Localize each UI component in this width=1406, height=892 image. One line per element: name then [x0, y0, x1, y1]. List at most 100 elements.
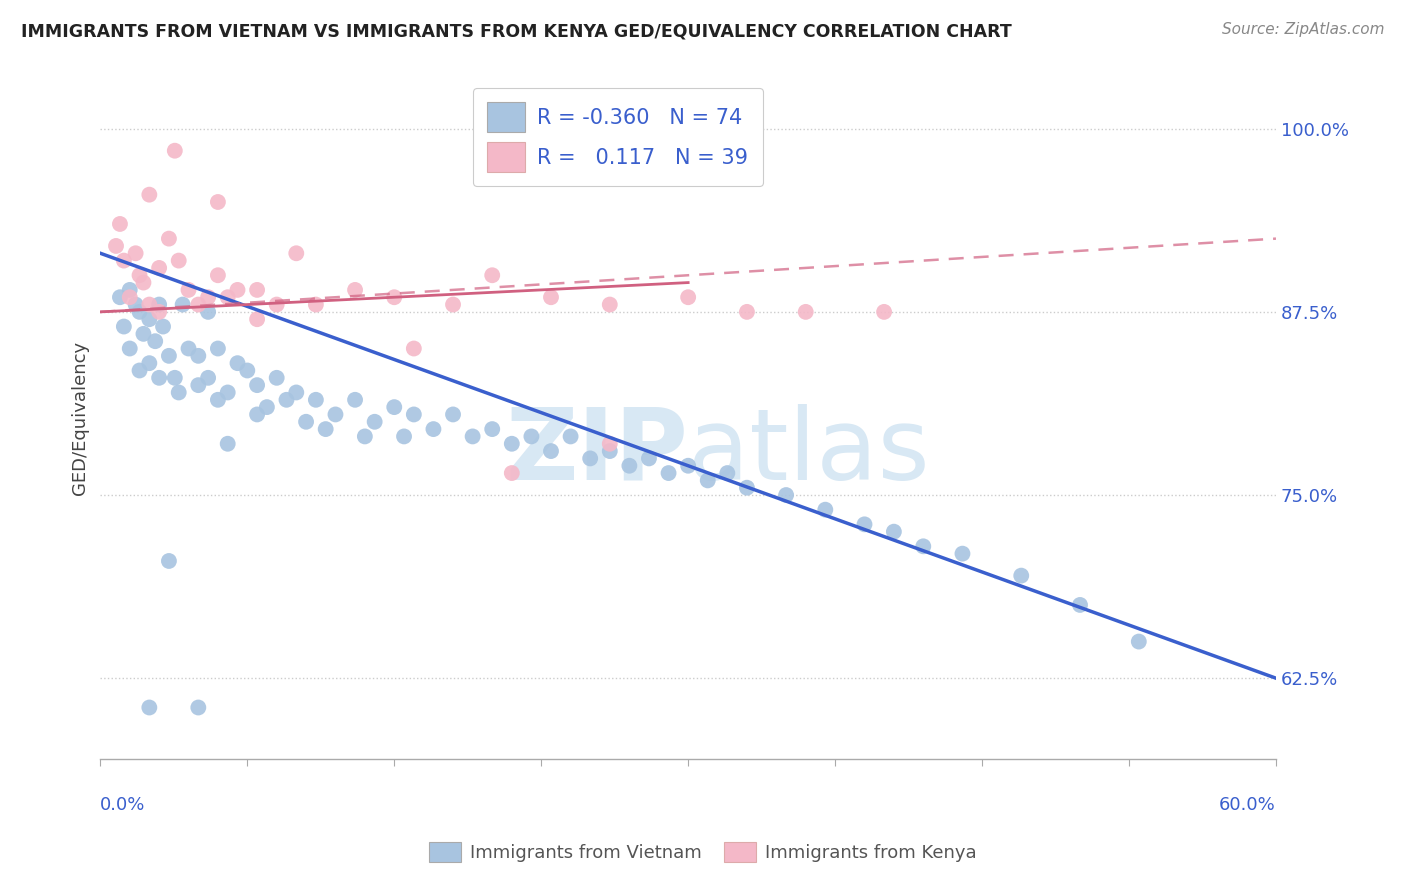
Point [226, 356, 249, 370]
Point [112, 253, 135, 268]
Point [148, 305, 170, 319]
Point [912, 539, 935, 553]
Point [152, 319, 174, 334]
Point [441, 408, 464, 422]
Point [124, 297, 146, 311]
Point [143, 334, 166, 348]
Point [344, 283, 367, 297]
Point [285, 246, 308, 260]
Text: atlas: atlas [688, 404, 929, 500]
Point [118, 283, 141, 297]
Point [217, 385, 239, 400]
Point [148, 297, 170, 311]
Point [246, 378, 269, 392]
Point [246, 283, 269, 297]
Legend: Immigrants from Vietnam, Immigrants from Kenya: Immigrants from Vietnam, Immigrants from… [422, 834, 984, 870]
Point [197, 290, 219, 304]
Point [187, 700, 209, 714]
Point [295, 415, 318, 429]
Text: IMMIGRANTS FROM VIETNAM VS IMMIGRANTS FROM KENYA GED/EQUIVALENCY CORRELATION CHA: IMMIGRANTS FROM VIETNAM VS IMMIGRANTS FR… [21, 22, 1012, 40]
Point [794, 305, 817, 319]
Point [157, 232, 180, 246]
Point [1010, 568, 1032, 582]
Point [315, 422, 337, 436]
Point [157, 349, 180, 363]
Point [128, 363, 150, 377]
Point [187, 378, 209, 392]
Point [560, 429, 582, 443]
Point [481, 268, 503, 283]
Point [207, 392, 229, 407]
Text: 60.0%: 60.0% [1219, 797, 1277, 814]
Point [138, 356, 160, 370]
Point [138, 312, 160, 326]
Point [696, 474, 718, 488]
Point [128, 305, 150, 319]
Point [138, 297, 160, 311]
Point [112, 319, 135, 334]
Legend: R = -0.360   N = 74, R =   0.117   N = 39: R = -0.360 N = 74, R = 0.117 N = 39 [472, 87, 762, 186]
Point [128, 268, 150, 283]
Point [638, 451, 661, 466]
Point [138, 700, 160, 714]
Point [392, 429, 415, 443]
Point [132, 326, 155, 341]
Point [108, 290, 131, 304]
Point [658, 466, 681, 480]
Point [246, 408, 269, 422]
Text: 0.0%: 0.0% [100, 797, 146, 814]
Point [382, 290, 405, 304]
Point [540, 290, 562, 304]
Point [256, 400, 278, 414]
Point [285, 385, 308, 400]
Point [619, 458, 641, 473]
Point [422, 422, 444, 436]
Point [226, 283, 249, 297]
Point [197, 305, 219, 319]
Y-axis label: GED/Equivalency: GED/Equivalency [72, 341, 89, 495]
Point [501, 466, 523, 480]
Point [883, 524, 905, 539]
Point [118, 342, 141, 356]
Point [501, 436, 523, 450]
Point [775, 488, 797, 502]
Point [132, 276, 155, 290]
Point [157, 554, 180, 568]
Point [163, 144, 186, 158]
Point [599, 444, 621, 458]
Point [441, 297, 464, 311]
Point [716, 466, 738, 480]
Point [217, 436, 239, 450]
Point [461, 429, 484, 443]
Point [325, 408, 347, 422]
Point [599, 436, 621, 450]
Point [108, 217, 131, 231]
Point [402, 342, 425, 356]
Point [177, 283, 200, 297]
Point [167, 385, 190, 400]
Point [207, 342, 229, 356]
Point [354, 429, 377, 443]
Point [217, 290, 239, 304]
Point [246, 312, 269, 326]
Text: ZIP: ZIP [505, 404, 688, 500]
Point [676, 458, 699, 473]
Point [124, 246, 146, 260]
Point [266, 371, 288, 385]
Point [814, 502, 837, 516]
Point [187, 297, 209, 311]
Point [520, 429, 543, 443]
Point [1128, 634, 1150, 648]
Point [305, 297, 328, 311]
Point [676, 290, 699, 304]
Point [1069, 598, 1091, 612]
Point [148, 371, 170, 385]
Point [197, 371, 219, 385]
Point [105, 239, 128, 253]
Point [481, 422, 503, 436]
Point [735, 305, 758, 319]
Point [266, 297, 288, 311]
Point [344, 392, 367, 407]
Point [172, 297, 194, 311]
Point [599, 297, 621, 311]
